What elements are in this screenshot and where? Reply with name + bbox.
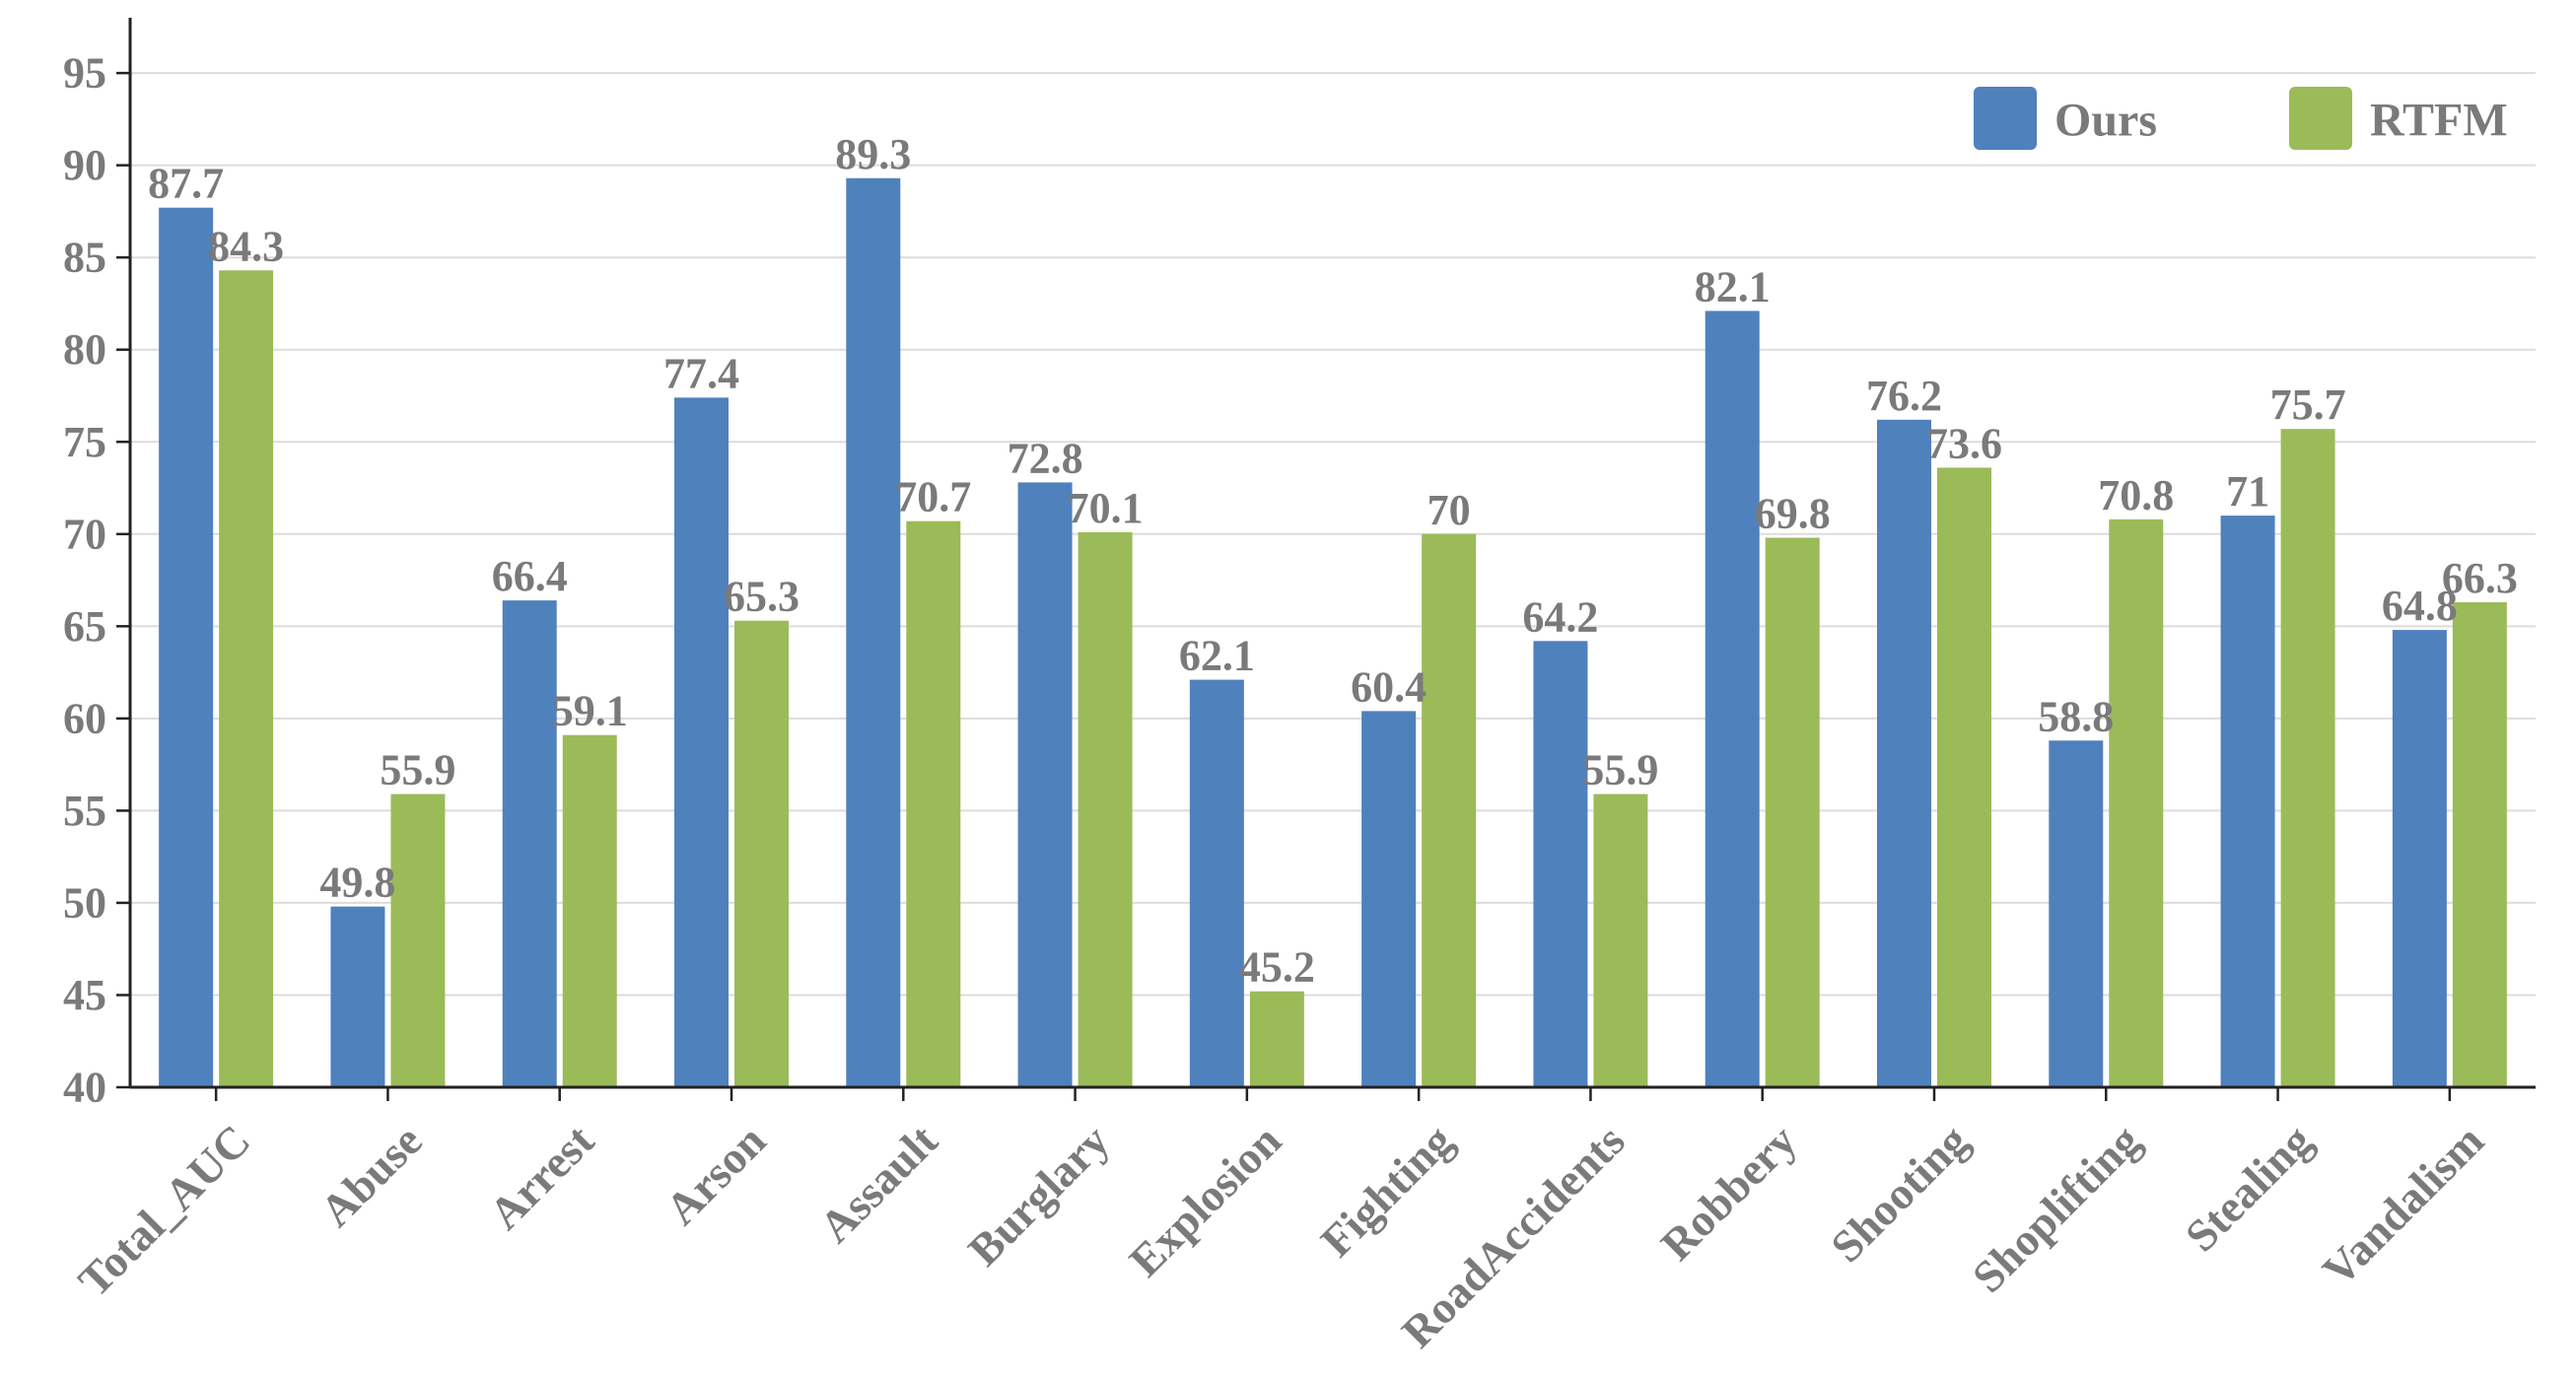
bars (159, 177, 2507, 1088)
y-tick-labels: 40 45 50 55 60 65 70 75 80 85 90 95 (63, 49, 106, 1112)
bar-rtfm-shoplifting (2109, 518, 2164, 1087)
bar-ours-stealing (2220, 516, 2275, 1087)
data-label-rtfm-roadaccidents: 55.9 (1582, 746, 1658, 794)
bar-ours-total-auc (159, 207, 214, 1087)
data-label-ours-total-auc: 87.7 (148, 160, 224, 208)
bar-ours-abuse (330, 906, 385, 1087)
data-label-ours-fighting: 60.4 (1351, 662, 1427, 711)
data-labels: 87.7 84.3 49.8 55.9 66.4 59.1 77.4 65.3 89.3 70.7… (148, 130, 2518, 992)
data-label-ours-shoplifting: 58.8 (2038, 692, 2114, 740)
y-tick-label-90: 90 (63, 141, 106, 189)
category-label-explosion: Explosion (1120, 1115, 1290, 1285)
category-label-abuse: Abuse (311, 1115, 432, 1236)
bar-ours-arrest (502, 600, 557, 1087)
bar-rtfm-total-auc (219, 270, 274, 1087)
axes (116, 18, 2536, 1101)
data-label-rtfm-shoplifting: 70.8 (2098, 471, 2174, 519)
data-label-ours-abuse: 49.8 (319, 859, 395, 907)
data-label-ours-explosion: 62.1 (1179, 632, 1255, 680)
bar-ours-robbery (1705, 311, 1760, 1087)
data-label-ours-robbery: 82.1 (1695, 262, 1771, 311)
bar-ours-burglary (1017, 482, 1073, 1087)
category-label-total-auc: Total_AUC (69, 1115, 260, 1306)
data-label-rtfm-total-auc: 84.3 (208, 222, 284, 270)
data-label-rtfm-fighting: 70 (1427, 486, 1471, 534)
category-label-arson: Arson (656, 1115, 775, 1234)
data-label-rtfm-shooting: 73.6 (1926, 419, 2002, 467)
bar-ours-roadaccidents (1533, 641, 1588, 1087)
data-label-rtfm-stealing: 75.7 (2270, 380, 2346, 429)
bar-rtfm-shooting (1937, 467, 1991, 1088)
category-label-arrest: Arrest (479, 1115, 603, 1239)
data-label-rtfm-assault: 70.7 (895, 473, 971, 521)
y-tick-label-50: 50 (63, 878, 106, 927)
data-label-ours-arrest: 66.4 (492, 552, 568, 600)
legend-swatch-rtfm (2289, 87, 2352, 150)
category-label-stealing: Stealing (2176, 1115, 2322, 1261)
bar-ours-shooting (1877, 419, 1931, 1088)
y-tick-label-40: 40 (63, 1064, 106, 1112)
legend: Ours RTFM (1974, 87, 2508, 150)
y-tick-label-80: 80 (63, 325, 106, 374)
y-tick-label-75: 75 (63, 418, 106, 466)
bar-rtfm-burglary (1078, 531, 1133, 1087)
bar-ours-assault (846, 177, 901, 1087)
bar-rtfm-vandalism (2452, 602, 2507, 1087)
y-tick-label-65: 65 (63, 602, 106, 651)
data-label-ours-shooting: 76.2 (1866, 372, 1942, 420)
bar-ours-fighting (1361, 711, 1417, 1087)
bar-rtfm-explosion (1249, 991, 1304, 1087)
data-label-ours-arson: 77.4 (663, 349, 739, 397)
category-label-assault: Assault (809, 1115, 947, 1253)
data-label-ours-assault: 89.3 (835, 130, 911, 178)
bar-rtfm-assault (906, 520, 961, 1087)
bar-rtfm-roadaccidents (1593, 794, 1648, 1087)
bar-ours-vandalism (2392, 630, 2447, 1087)
category-label-robbery: Robbery (1651, 1115, 1806, 1270)
bar-rtfm-arrest (562, 734, 617, 1087)
legend-label-ours: Ours (2054, 95, 2157, 147)
data-label-rtfm-arson: 65.3 (724, 573, 800, 621)
legend-label-rtfm: RTFM (2370, 95, 2508, 147)
bar-rtfm-stealing (2280, 429, 2335, 1087)
bar-rtfm-arson (734, 620, 789, 1087)
bar-rtfm-abuse (390, 794, 446, 1087)
data-label-ours-roadaccidents: 64.2 (1522, 592, 1598, 641)
category-label-vandalism: Vandalism (2313, 1115, 2493, 1295)
y-tick-label-60: 60 (63, 694, 106, 742)
y-tick-label-95: 95 (63, 49, 106, 98)
data-label-rtfm-explosion: 45.2 (1239, 943, 1315, 992)
bar-ours-arson (674, 397, 729, 1087)
bar-rtfm-robbery (1765, 537, 1820, 1087)
data-label-ours-burglary: 72.8 (1008, 434, 1083, 482)
y-tick-label-45: 45 (63, 971, 106, 1019)
category-label-shooting: Shooting (1821, 1115, 1978, 1272)
data-label-rtfm-arrest: 59.1 (552, 687, 628, 735)
bar-ours-explosion (1189, 679, 1244, 1087)
data-label-ours-vandalism: 64.8 (2382, 582, 2458, 630)
y-tick-label-70: 70 (63, 510, 106, 558)
category-label-fighting: Fighting (1311, 1115, 1463, 1267)
data-label-ours-stealing: 71 (2226, 467, 2269, 516)
category-labels: Total_AUC Abuse Arrest Arson Assault Burglary… (69, 1115, 2494, 1357)
data-label-rtfm-abuse: 55.9 (380, 746, 455, 794)
category-label-burglary: Burglary (958, 1115, 1119, 1276)
data-label-rtfm-vandalism: 66.3 (2442, 554, 2518, 602)
bar-ours-shoplifting (2049, 740, 2104, 1087)
data-label-rtfm-burglary: 70.1 (1068, 484, 1144, 532)
legend-swatch-ours (1974, 87, 2037, 150)
category-label-shoplifting: Shoplifting (1963, 1115, 2150, 1302)
y-tick-label-85: 85 (63, 234, 106, 282)
gridlines (130, 72, 2536, 997)
y-tick-label-55: 55 (63, 787, 106, 835)
bar-rtfm-fighting (1422, 533, 1477, 1087)
data-label-rtfm-robbery: 69.8 (1755, 490, 1831, 538)
